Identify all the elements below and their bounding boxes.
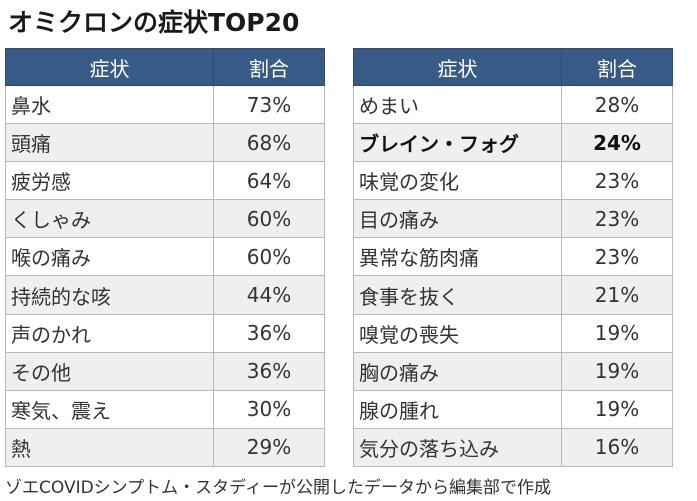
ratio-cell: 19% — [561, 351, 673, 391]
table-row: 気分の落ち込み 16% — [353, 427, 673, 467]
page-title: オミクロンの症状TOP20 — [8, 8, 300, 37]
symptom-cell: めまい — [353, 84, 562, 125]
header-ratio: 割合 — [561, 48, 673, 86]
ratio-cell: 21% — [561, 275, 673, 315]
table-row: 味覚の変化 23% — [353, 161, 673, 201]
ratio-cell: 44% — [213, 275, 325, 315]
symptom-cell: くしゃみ — [5, 199, 214, 239]
symptom-cell: 食事を抜く — [353, 275, 562, 315]
table-header-row: 症状 割合 — [5, 48, 325, 86]
ratio-cell: 19% — [561, 389, 673, 429]
symptom-cell: 目の痛み — [353, 199, 562, 239]
symptom-table-left: 症状 割合 鼻水 73% 頭痛 68% 疲労感 64% くしゃみ 60% 喉の痛み 60%… — [5, 48, 325, 467]
symptom-cell: 嗅覚の喪失 — [353, 313, 562, 353]
table-header-row: 症状 割合 — [353, 48, 673, 86]
header-symptom: 症状 — [5, 48, 214, 86]
table-row: 嗅覚の喪失 19% — [353, 313, 673, 353]
ratio-cell: 24% — [561, 123, 673, 163]
symptom-cell: その他 — [5, 351, 214, 391]
symptom-cell: 持続的な咳 — [5, 275, 214, 315]
ratio-cell: 29% — [213, 427, 325, 467]
ratio-cell: 73% — [213, 84, 325, 125]
table-row-highlighted: ブレイン・フォグ 24% — [353, 123, 673, 163]
symptom-cell: 熱 — [5, 427, 214, 467]
symptom-cell: 腺の腫れ — [353, 389, 562, 429]
ratio-cell: 23% — [561, 161, 673, 201]
table-row: 熱 29% — [5, 427, 325, 467]
table-row: 鼻水 73% — [5, 84, 325, 125]
table-row: 胸の痛み 19% — [353, 351, 673, 391]
table-row: 食事を抜く 21% — [353, 275, 673, 315]
symptom-cell: 寒気、震え — [5, 389, 214, 429]
table-row: 持続的な咳 44% — [5, 275, 325, 315]
source-note: ゾエCOVIDシンプトム・スタディーが公開したデータから編集部で作成 — [5, 478, 551, 498]
ratio-cell: 30% — [213, 389, 325, 429]
table-row: 寒気、震え 30% — [5, 389, 325, 429]
ratio-cell: 28% — [561, 84, 673, 125]
ratio-cell: 60% — [213, 199, 325, 239]
symptom-cell: 胸の痛み — [353, 351, 562, 391]
symptom-cell: 声のかれ — [5, 313, 214, 353]
header-ratio: 割合 — [213, 48, 325, 86]
symptom-table-right: 症状 割合 めまい 28% ブレイン・フォグ 24% 味覚の変化 23% 目の痛み 23… — [353, 48, 673, 467]
table-row: くしゃみ 60% — [5, 199, 325, 239]
symptom-cell: 頭痛 — [5, 123, 214, 163]
header-symptom: 症状 — [353, 48, 562, 86]
symptom-cell: 疲労感 — [5, 161, 214, 201]
ratio-cell: 64% — [213, 161, 325, 201]
symptom-cell: 喉の痛み — [5, 237, 214, 277]
table-row: めまい 28% — [353, 84, 673, 125]
symptom-cell: 気分の落ち込み — [353, 427, 562, 467]
table-row: 喉の痛み 60% — [5, 237, 325, 277]
symptom-cell: 鼻水 — [5, 84, 214, 125]
table-row: 頭痛 68% — [5, 123, 325, 163]
ratio-cell: 36% — [213, 351, 325, 391]
table-row: 疲労感 64% — [5, 161, 325, 201]
ratio-cell: 36% — [213, 313, 325, 353]
table-row: 声のかれ 36% — [5, 313, 325, 353]
ratio-cell: 19% — [561, 313, 673, 353]
symptom-cell: ブレイン・フォグ — [353, 123, 562, 163]
table-row: 目の痛み 23% — [353, 199, 673, 239]
ratio-cell: 23% — [561, 237, 673, 277]
ratio-cell: 16% — [561, 427, 673, 467]
table-row: 腺の腫れ 19% — [353, 389, 673, 429]
symptom-cell: 味覚の変化 — [353, 161, 562, 201]
table-row: その他 36% — [5, 351, 325, 391]
ratio-cell: 23% — [561, 199, 673, 239]
ratio-cell: 60% — [213, 237, 325, 277]
table-row: 異常な筋肉痛 23% — [353, 237, 673, 277]
symptom-cell: 異常な筋肉痛 — [353, 237, 562, 277]
ratio-cell: 68% — [213, 123, 325, 163]
